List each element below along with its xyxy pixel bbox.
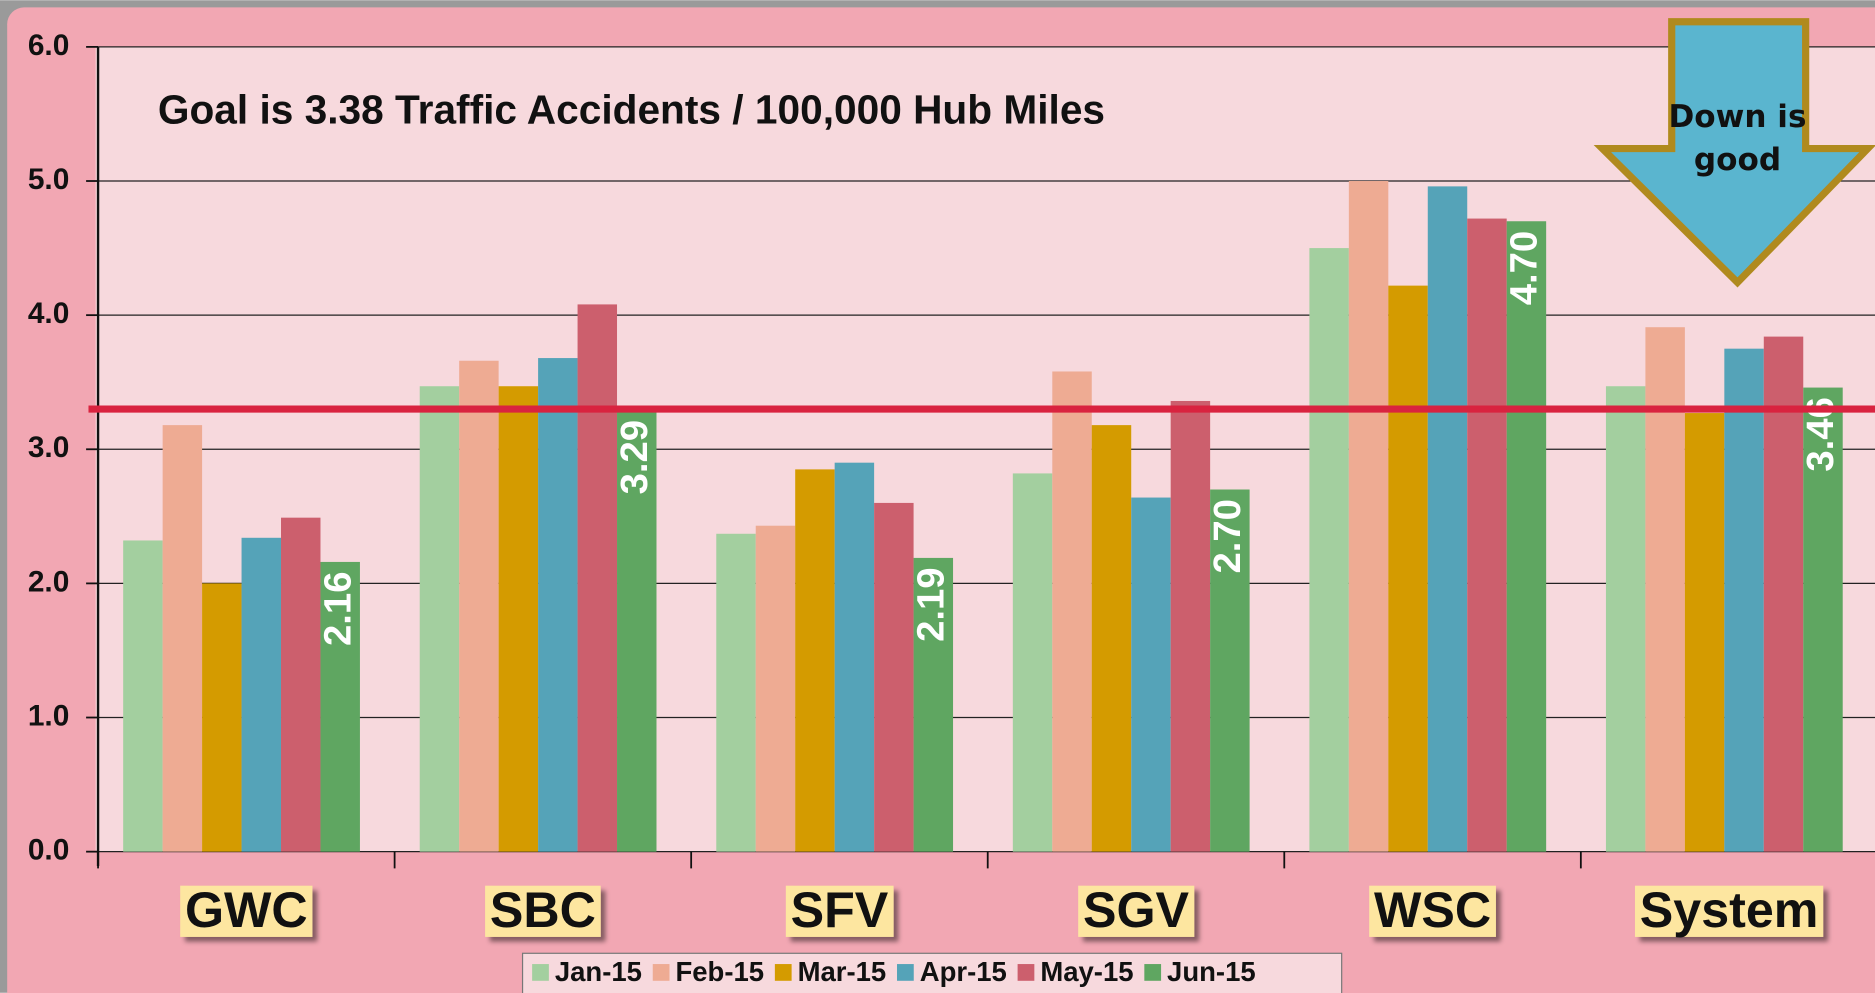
bar	[1131, 497, 1171, 852]
bar	[1052, 371, 1092, 852]
bar	[498, 386, 539, 852]
category-label-box	[1369, 885, 1496, 937]
bar	[241, 537, 282, 852]
bar	[1803, 387, 1843, 852]
data-label: 2.70	[1206, 499, 1249, 573]
legend-label: Feb-15	[675, 956, 764, 987]
bar	[1012, 473, 1053, 852]
y-tick-label: 1.0	[28, 699, 70, 732]
annotation: Goal is 3.38 Traffic Accidents / 100,000…	[158, 86, 1105, 132]
data-label: 4.70	[1503, 231, 1546, 305]
bar	[538, 358, 578, 852]
legend-swatch	[652, 964, 670, 981]
bar	[716, 533, 756, 852]
bar	[795, 469, 835, 852]
legend-label: Apr-15	[920, 956, 1007, 987]
bar	[1467, 218, 1507, 852]
y-tick-label: 6.0	[28, 29, 70, 62]
legend-swatch	[532, 964, 549, 981]
legend-label: Mar-15	[798, 956, 887, 987]
legend-label: May-15	[1040, 956, 1133, 987]
bar	[755, 525, 796, 852]
category-label-box	[1634, 885, 1824, 937]
bar	[123, 540, 163, 852]
bar	[459, 360, 499, 852]
bar	[281, 517, 321, 852]
data-label: 2.16	[316, 572, 359, 646]
legend-swatch	[1144, 964, 1162, 981]
bar	[1170, 400, 1211, 852]
x-tick-label: WSC	[1374, 882, 1491, 938]
category-label-box	[785, 885, 894, 937]
legend-swatch	[897, 964, 914, 981]
legend-label: Jun-15	[1167, 956, 1256, 987]
bar	[1605, 386, 1646, 852]
bar	[1427, 186, 1468, 852]
bar	[1309, 248, 1349, 852]
bar	[874, 502, 914, 852]
bar	[1763, 336, 1804, 852]
bar	[320, 561, 360, 852]
y-tick-label: 3.0	[28, 431, 70, 464]
bar	[1645, 327, 1685, 852]
x-tick-label: GWC	[185, 882, 308, 938]
bar	[577, 304, 618, 852]
annotation: Down is good	[1668, 99, 1807, 179]
y-tick-label: 0.0	[28, 834, 70, 867]
bar	[1210, 489, 1250, 852]
x-tick-label: SGV	[1083, 882, 1190, 938]
y-tick-label: 2.0	[28, 565, 70, 598]
bar	[834, 462, 875, 852]
bar	[1724, 348, 1764, 852]
y-tick-label: 4.0	[28, 297, 70, 330]
legend-label: Jan-15	[555, 956, 642, 987]
category-label-box	[1078, 885, 1195, 937]
bar	[1684, 413, 1725, 852]
bar	[1506, 221, 1547, 852]
bar	[913, 557, 954, 852]
bar	[617, 410, 657, 852]
x-tick-label: SFV	[791, 882, 889, 938]
y-tick-label: 5.0	[28, 163, 70, 196]
bar	[1091, 425, 1132, 852]
legend-swatch	[1017, 964, 1035, 981]
category-label-box	[485, 885, 601, 937]
x-tick-label: System	[1640, 882, 1819, 938]
x-tick-label: SBC	[490, 882, 596, 938]
data-label: 2.19	[909, 567, 952, 641]
arrow-callout: Down is good	[1593, 18, 1875, 288]
bar	[202, 583, 242, 852]
bar	[1388, 285, 1428, 852]
legend-swatch	[774, 964, 792, 981]
bar	[162, 425, 203, 852]
bar	[419, 386, 460, 852]
bar	[1348, 181, 1389, 852]
category-label-box	[180, 885, 313, 937]
data-label: 3.29	[613, 420, 656, 494]
